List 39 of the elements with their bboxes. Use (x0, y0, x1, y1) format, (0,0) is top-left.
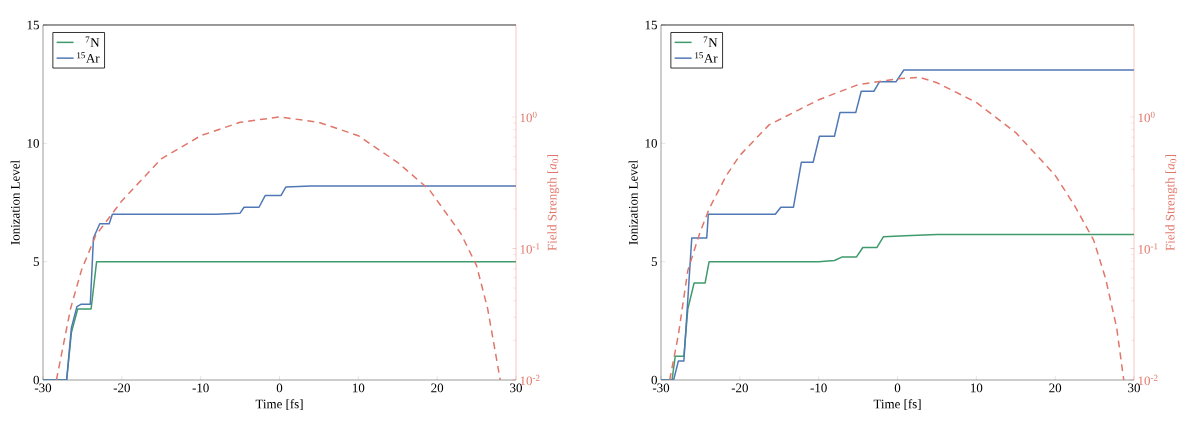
y-tick-label: 15 (645, 20, 657, 30)
x-tick-label: -20 (113, 383, 130, 393)
y2-axis-title: Field Strength [a$_{0}$] (1165, 154, 1178, 251)
legend-label: $^{7}$N (85, 36, 100, 47)
y-tick-label: 0 (33, 375, 39, 385)
y2-axis-title: Field Strength [a$_{0}$] (547, 154, 560, 251)
y-tick-label: 5 (651, 257, 657, 266)
y2-tick-label: 10$^{-1}$ (1138, 243, 1158, 254)
legend-label: $^{15}$Ar (77, 52, 100, 63)
y2-tick-label: 10$^{0}$ (520, 111, 537, 123)
legend-label: $^{7}$N (703, 36, 718, 47)
x-tick-label: 0 (894, 383, 901, 393)
x-tick-label: -10 (810, 383, 827, 393)
y2-tick-label: 10$^{-2}$ (520, 374, 540, 386)
x-tick-label: 0 (276, 383, 283, 393)
x-tick-label: -10 (192, 383, 209, 393)
x-tick-label: -20 (731, 383, 748, 393)
x-tick-label: 10 (353, 383, 365, 393)
y-axis-title: Ionization Level (10, 160, 20, 245)
y2-tick-label: 10$^{0}$ (1138, 111, 1155, 123)
x-tick-label: 30 (1128, 383, 1140, 393)
y-tick-label: 10 (27, 138, 39, 148)
x-tick-label: 20 (1049, 383, 1062, 393)
y-axis-title: Ionization Level (628, 160, 638, 245)
y2-tick-label: 10$^{-2}$ (1138, 374, 1158, 386)
x-tick-label: 20 (431, 383, 444, 393)
legend-label: $^{15}$Ar (695, 52, 718, 63)
x-tick-label: 30 (510, 383, 522, 393)
y2-tick-label: 10$^{-1}$ (520, 243, 540, 254)
x-axis-title: Time [fs] (255, 399, 303, 410)
line-series (55, 116, 501, 380)
y-tick-label: 0 (651, 375, 657, 385)
x-tick-label: 10 (971, 383, 983, 393)
y-tick-label: 15 (27, 20, 39, 30)
y-tick-label: 10 (645, 138, 657, 148)
x-tick-label: -30 (652, 383, 670, 393)
y-tick-label: 5 (33, 257, 39, 266)
x-tick-label: -30 (34, 383, 52, 393)
x-axis-title: Time [fs] (873, 399, 921, 410)
